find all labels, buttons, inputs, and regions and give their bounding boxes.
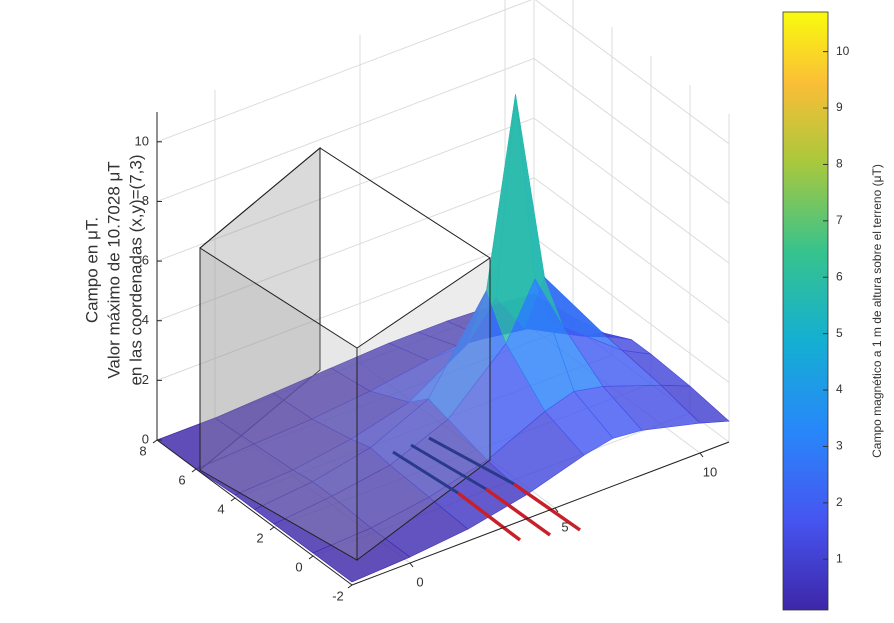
colorbar-tick-label: 3 [836, 439, 843, 453]
z-tick-label: 8 [142, 193, 149, 208]
y-tick [269, 526, 275, 531]
z-tick-label: 10 [135, 133, 149, 148]
x-tick [699, 452, 704, 458]
grid-line [533, 236, 730, 383]
axes: 0 2 4 6 8 10 0 5 10 -2 0 2 4 6 8 [135, 112, 730, 603]
y-tick-label: 8 [139, 443, 146, 458]
z-tick-label: 2 [142, 372, 149, 387]
y-tick [308, 555, 314, 560]
y-tick [152, 439, 158, 444]
line-segment [512, 482, 582, 532]
z-tick-label: 4 [142, 312, 149, 327]
colorbar-tick-label: 9 [836, 100, 843, 114]
y-tick-label: 2 [256, 530, 263, 545]
y-axis [156, 439, 353, 586]
x-tick-label: 10 [703, 464, 717, 479]
colorbar-tick-label: 6 [836, 269, 843, 283]
box-face [356, 257, 491, 562]
y-tick [230, 497, 236, 502]
y-tick-label: 4 [217, 501, 224, 516]
line-segment [428, 436, 515, 486]
x-tick [554, 507, 559, 513]
colorbar [782, 11, 829, 611]
grid-line [533, 177, 730, 324]
building-box-front [199, 147, 491, 562]
z-tick-label: 6 [142, 253, 149, 268]
power-lines [392, 436, 582, 542]
x-tick-label: 0 [416, 574, 423, 589]
surface-face [660, 384, 730, 424]
colorbar-tick-label: 7 [836, 213, 843, 227]
line-segment [456, 491, 522, 542]
grid-line [534, 0, 730, 145]
surface [156, 94, 730, 583]
line-segment [392, 450, 459, 495]
colorbar-tick-label: 5 [836, 326, 843, 340]
grid-line [156, 236, 535, 381]
y-tick [191, 468, 197, 473]
colorbar-label: Campo magnético a 1 m de altura sobre el… [870, 164, 884, 458]
grid-line [156, 57, 535, 202]
box-edge [199, 147, 491, 259]
y-tick-label: 0 [295, 559, 302, 574]
z-label: Campo en μT. [82, 217, 101, 323]
x-axis [351, 441, 730, 586]
grid-line [156, 117, 535, 262]
line-segment [484, 487, 552, 537]
z-label: Valor máximo de 10.7028 μT [104, 161, 123, 378]
colorbar-tick-label: 1 [836, 551, 843, 565]
y-tick-label: -2 [332, 588, 344, 603]
z-label: en las coordenadas (x,y)=(7,3) [126, 154, 145, 385]
y-tick-label: 6 [178, 472, 185, 487]
colorbar-tick-label: 2 [836, 495, 843, 509]
x-tick [409, 562, 414, 568]
grid-line [533, 117, 730, 264]
z-tick-label: 0 [142, 431, 149, 446]
colorbar-tick-label: 10 [836, 44, 850, 58]
colorbar-tick-label: 4 [836, 382, 843, 396]
x-tick-label: 5 [561, 519, 568, 534]
colorbar-tick-label: 8 [836, 157, 843, 171]
grid-line [156, 177, 535, 322]
line-segment [410, 443, 487, 491]
grid-line [533, 58, 730, 204]
y-tick [347, 584, 353, 589]
grid-line [156, 0, 533, 143]
